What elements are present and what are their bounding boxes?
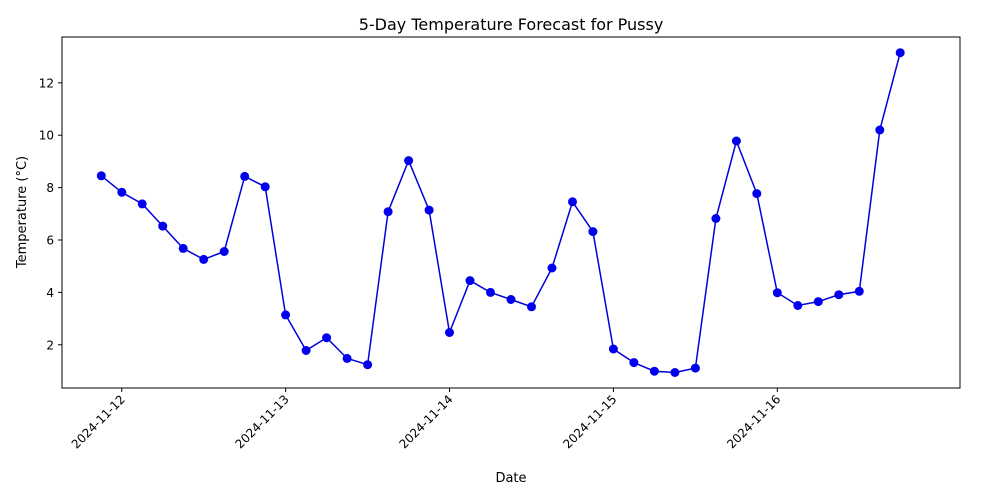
data-point [281,310,291,320]
data-point [793,301,803,310]
data-point [711,214,721,223]
data-point [219,247,229,256]
data-point [240,171,250,181]
data-point [813,297,823,307]
y-tick-label: 2 [46,338,54,352]
data-point [568,197,577,207]
data-point [670,368,680,377]
data-point [752,189,762,199]
plot-frame [61,36,961,389]
data-point [854,286,864,296]
data-point [629,358,639,368]
x-tick-label: 2024-11-16 [724,392,783,451]
plot-area [96,48,905,377]
data-point [178,243,188,253]
y-tick-label: 4 [46,286,54,300]
data-point [301,346,311,355]
data-point [690,363,700,373]
series-line-0 [100,52,901,374]
data-point [608,344,618,354]
x-tick-label: 2024-11-13 [233,392,292,451]
y-axis-label: Temperature (°C) [15,156,30,269]
data-point [404,156,414,166]
data-point [486,287,495,297]
data-point [342,353,352,363]
data-point [527,302,536,312]
chart-title: 5-Day Temperature Forecast for Pussy [359,15,664,34]
data-point [199,254,209,264]
data-point [158,221,168,231]
data-point [424,205,434,215]
axes: 2 4 6 8 10 12 2024-11-12 2024-11-13 2024-11-14 20… [39,76,784,451]
data-point [322,333,332,343]
y-tick-label: 10 [39,129,54,143]
data-point [117,187,127,197]
data-point [772,288,782,298]
data-point [649,366,659,376]
data-point [506,295,516,304]
data-point [465,276,475,286]
y-tick-label: 12 [39,76,54,90]
x-tick-label: 2024-11-12 [69,392,128,451]
data-point [260,182,270,192]
y-tick-label: 8 [46,181,54,195]
data-point [137,199,147,209]
x-tick-label: 2024-11-15 [560,392,619,451]
data-point [834,290,844,300]
x-tick-label: 2024-11-14 [396,392,455,451]
data-point [875,125,885,135]
data-point [445,328,454,337]
data-point [588,227,598,237]
data-point [547,263,557,273]
data-point [895,48,905,58]
data-point [731,136,741,146]
y-tick-label: 6 [46,234,54,248]
data-point [96,171,106,181]
data-point [383,207,393,217]
data-point [363,360,373,370]
x-axis-label: Date [495,471,526,486]
